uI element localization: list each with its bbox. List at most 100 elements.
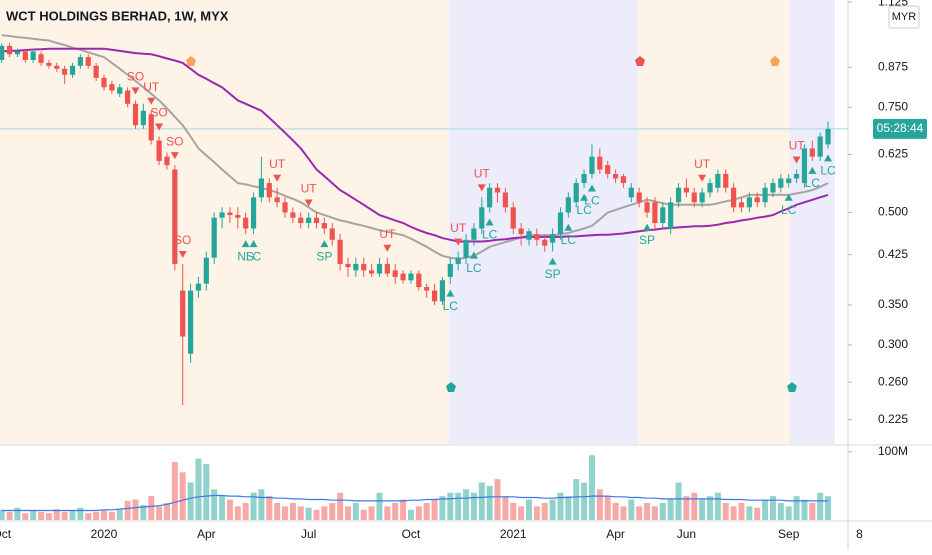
y-tick-label: 0.500 <box>878 205 908 219</box>
chart-title: WCT HOLDINGS BERHAD, 1W, MYX <box>6 8 229 23</box>
volume-bar <box>423 502 430 520</box>
volume-bar <box>636 506 643 520</box>
candle-body <box>172 169 178 264</box>
volume-bar <box>297 506 304 520</box>
x-tick-label: Jul <box>301 527 316 541</box>
candle-body <box>203 257 209 284</box>
x-tick-label: 2021 <box>500 527 527 541</box>
candle-body <box>793 173 800 179</box>
candle-body <box>605 165 611 174</box>
y-tick-label: 0.425 <box>878 247 908 261</box>
volume-bar <box>392 502 399 520</box>
candle-body <box>345 263 351 268</box>
candle-body <box>738 202 745 208</box>
volume-bar <box>628 499 635 520</box>
candle-body <box>140 110 146 126</box>
candle-body <box>148 114 154 141</box>
volume-bar <box>368 506 375 520</box>
volume-bar <box>148 496 155 520</box>
candle-body <box>384 263 390 274</box>
event-marker <box>446 382 456 392</box>
candle-body <box>573 183 579 203</box>
signal-marker <box>792 156 801 164</box>
volume-bar <box>557 492 564 520</box>
candle-body <box>313 217 320 224</box>
y-tick-label: 0.225 <box>878 412 908 426</box>
signal-label: SP <box>639 233 655 247</box>
volume-bar <box>470 492 477 520</box>
countdown-box <box>873 118 927 139</box>
volume-bar <box>817 492 824 520</box>
signal-label: LC <box>584 194 600 208</box>
candle-body <box>636 192 642 203</box>
x-tick-label: 8 <box>856 527 863 541</box>
candle-body <box>329 228 335 240</box>
candle-body <box>282 202 288 213</box>
volume-bar <box>762 499 769 520</box>
candle-body <box>424 287 430 291</box>
candle-body <box>219 212 225 218</box>
volume-bar <box>53 509 60 520</box>
volume-bar <box>801 499 808 520</box>
volume-bar <box>282 506 289 520</box>
session-shade <box>790 0 835 444</box>
candle-body <box>550 234 556 243</box>
candle-body <box>494 187 501 193</box>
candle-body <box>266 183 272 198</box>
volume-bar <box>384 506 391 520</box>
volume-bar <box>45 513 52 520</box>
volume-bar <box>809 502 816 520</box>
candle-body <box>54 65 60 69</box>
volume-bar <box>431 499 438 520</box>
volume-bar <box>77 507 84 520</box>
candle-body <box>306 217 312 224</box>
candle-body <box>628 187 634 198</box>
volume-bar <box>714 492 721 520</box>
volume-bar <box>38 511 45 520</box>
candle-body <box>85 57 91 66</box>
volume-bar <box>486 485 493 520</box>
candle-body <box>77 57 83 66</box>
volume-bar <box>30 510 37 520</box>
event-marker <box>635 56 645 66</box>
signal-label: SO <box>127 70 144 84</box>
signal-label: UT <box>379 227 396 241</box>
volume-bar <box>219 496 226 520</box>
candle-body <box>691 192 697 203</box>
session-shade <box>0 0 449 444</box>
volume-bar <box>533 506 540 520</box>
candle-body <box>258 178 265 198</box>
candle-body <box>250 197 257 229</box>
candle-body <box>447 263 453 277</box>
x-tick-label: Oct <box>0 527 12 541</box>
candle-body <box>754 197 760 203</box>
volume-bar <box>352 502 359 520</box>
signal-label: LC <box>466 261 482 275</box>
candle-body <box>581 173 587 184</box>
volume-bar <box>777 502 784 520</box>
candle-body <box>746 197 752 208</box>
y-tick-label: 1.125 <box>878 0 908 8</box>
candle-body <box>589 156 595 174</box>
volume-bar <box>793 496 800 520</box>
candle-body <box>778 178 784 188</box>
volume-bar <box>494 479 501 520</box>
volume-bar <box>14 507 21 520</box>
signal-label: UT <box>789 139 806 153</box>
signal-marker <box>454 238 463 246</box>
volume-bar <box>525 499 532 520</box>
candle-body <box>376 263 383 274</box>
volume-bar <box>132 499 139 520</box>
volume-bar <box>651 506 658 520</box>
x-tick-label: 2020 <box>91 527 118 541</box>
signal-marker <box>477 184 486 192</box>
volume-bar <box>612 502 619 520</box>
volume-bar <box>0 509 5 520</box>
candle-body <box>817 136 823 157</box>
candle-body <box>101 77 107 88</box>
volume-bar <box>124 500 131 520</box>
volume-bar <box>675 482 682 520</box>
x-tick-label: Apr <box>606 527 625 541</box>
